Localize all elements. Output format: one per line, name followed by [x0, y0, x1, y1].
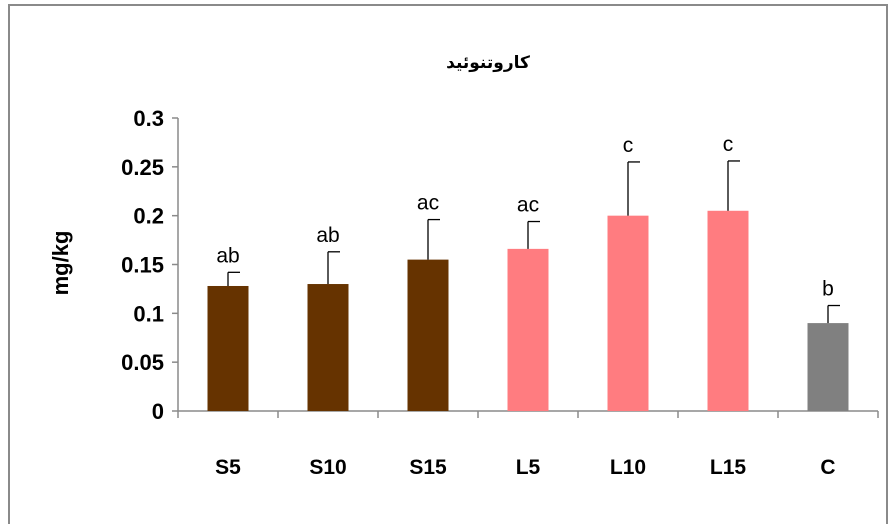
bar-S10 — [308, 284, 349, 411]
x-tick-label-C: C — [820, 456, 835, 479]
data-label-S10: ab — [316, 224, 339, 247]
bar-L10 — [608, 216, 649, 411]
y-tick-label: 0.15 — [121, 253, 164, 278]
x-tick-label-L5: L5 — [516, 456, 541, 479]
y-tick-label: 0.05 — [121, 350, 164, 375]
data-label-L15: c — [723, 133, 734, 156]
chart-title: کاروتنوئید — [446, 53, 530, 73]
x-tick-label-S5: S5 — [215, 456, 241, 479]
y-tick-label: 0.1 — [133, 301, 164, 326]
x-tick-label-L15: L15 — [710, 456, 747, 479]
x-tick-label-S10: S10 — [309, 456, 346, 479]
bar-L15 — [708, 211, 749, 411]
bar-S15 — [408, 260, 449, 411]
y-tick-labels: 0 0.05 0.1 0.15 0.2 0.25 0.3 — [121, 106, 164, 424]
y-tick-label: 0.2 — [133, 204, 164, 229]
data-label-C: b — [822, 278, 834, 301]
x-tick-labels: S5 S10 S15 L5 L10 L15 C — [215, 456, 835, 479]
y-tick-label: 0.3 — [133, 106, 164, 131]
data-label-L5: ac — [517, 194, 539, 217]
bar-C — [808, 323, 849, 411]
x-tick-label-L10: L10 — [610, 456, 646, 479]
bar-L5 — [508, 249, 549, 411]
x-tick-label-S15: S15 — [409, 456, 447, 479]
y-tick-label: 0.25 — [121, 155, 164, 180]
bar-chart: کاروتنوئید mg/kg 00.050.10.150.20.250.3 … — [0, 0, 894, 506]
data-label-L10: c — [623, 134, 634, 157]
y-axis-label: mg/kg — [48, 231, 73, 296]
data-label-S5: ab — [216, 244, 239, 267]
data-label-S15: ac — [417, 192, 439, 215]
y-tick-label: 0 — [152, 399, 164, 424]
bar-S5 — [208, 286, 249, 411]
